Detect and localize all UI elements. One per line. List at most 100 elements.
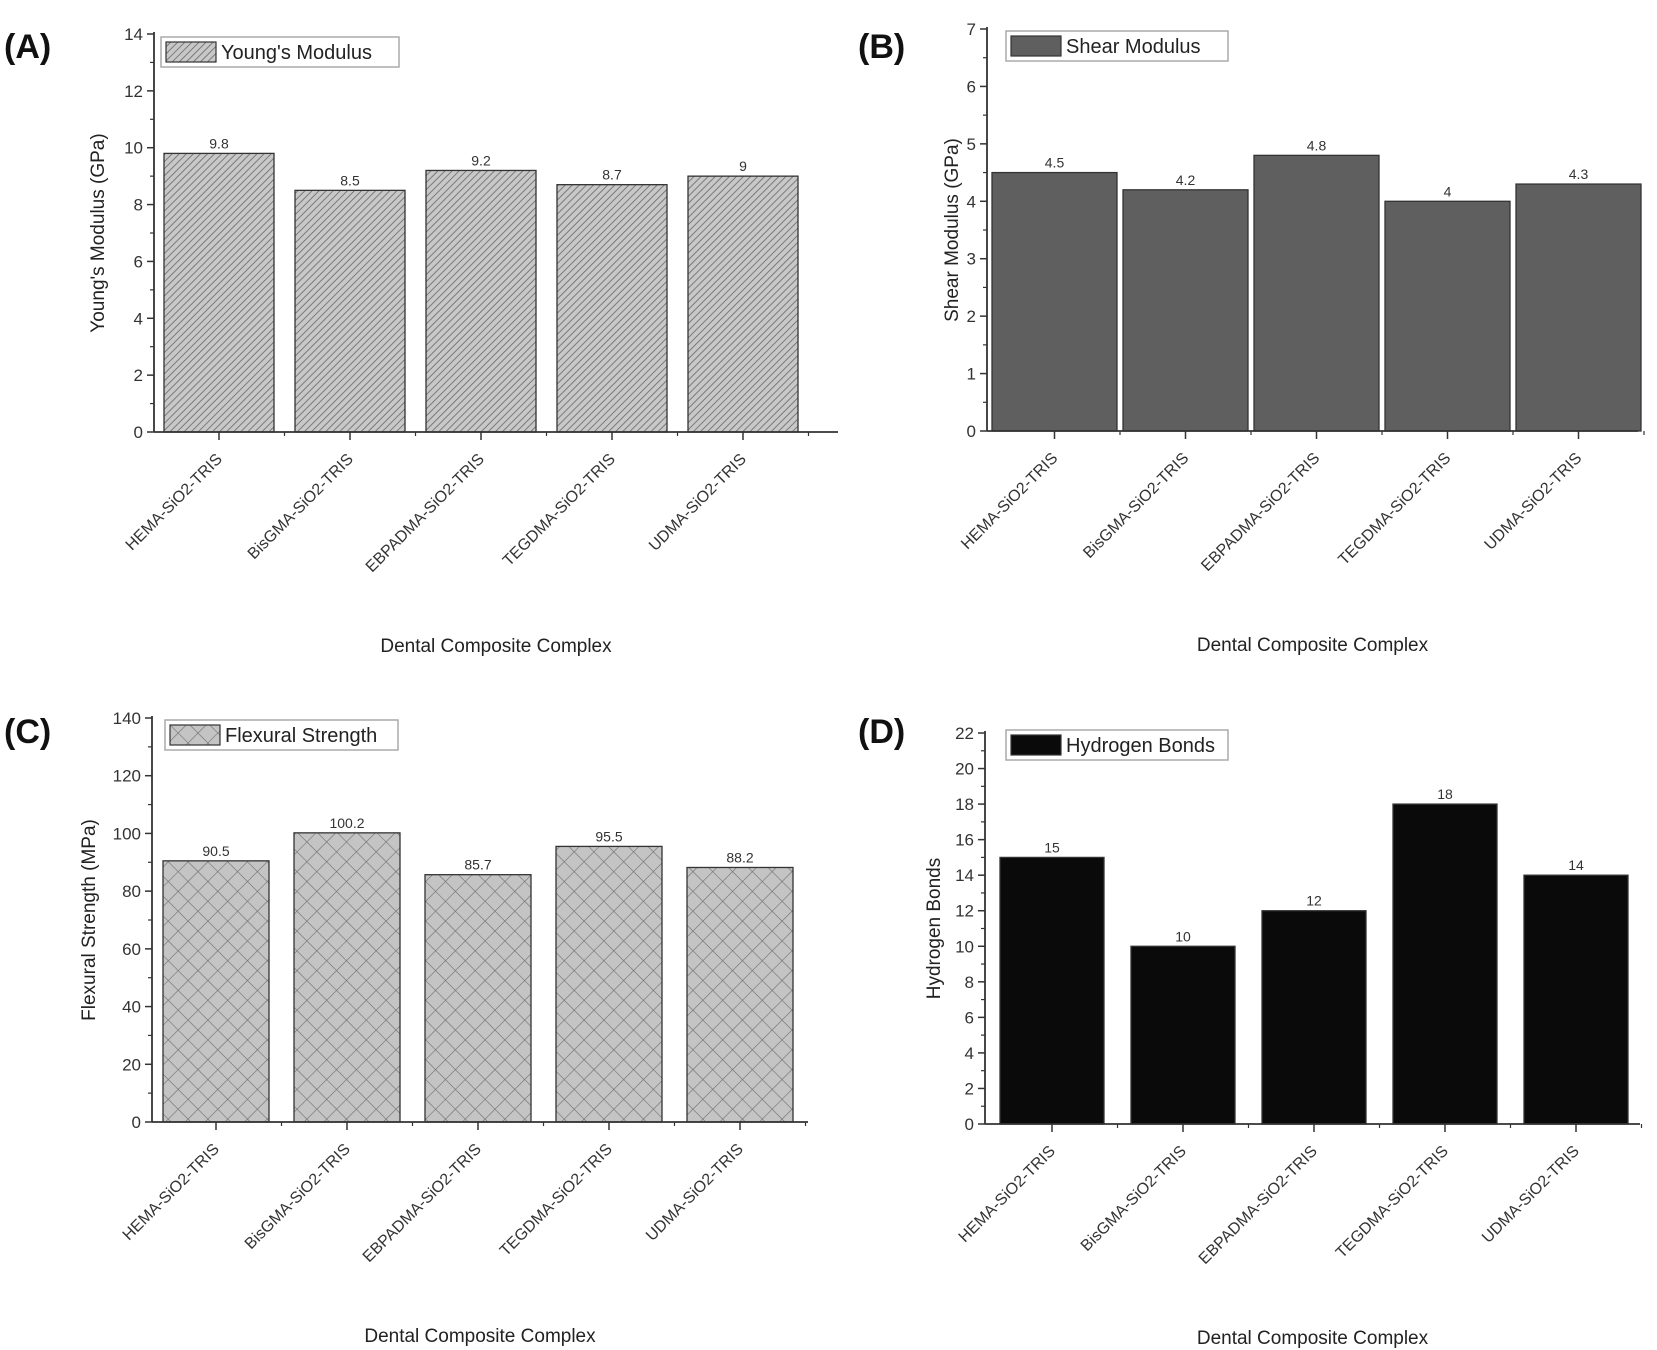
x-tick-label: HEMA-SiO2-TRIS xyxy=(956,1143,1059,1246)
y-tick-label: 8 xyxy=(965,973,974,992)
legend-swatch xyxy=(1010,734,1062,756)
x-tick-label: UDMA-SiO2-TRIS xyxy=(1479,1143,1583,1247)
bar xyxy=(1392,803,1498,1125)
y-tick-label: 80 xyxy=(122,882,141,901)
panel-c: (C) 90.5 HEMA-SiO2-TRIS 100.2 BisGMA-SiO2-TR… xyxy=(4,709,808,1347)
y-tick-label: 3 xyxy=(967,250,976,269)
bar xyxy=(999,856,1105,1125)
y-tick-label: 8 xyxy=(134,196,143,215)
x-tick-label: TEGDMA-SiO2-TRIS xyxy=(1335,450,1454,569)
bar xyxy=(1523,874,1629,1125)
y-tick-label: 120 xyxy=(113,767,141,786)
y-tick-label: 1 xyxy=(967,365,976,384)
x-tick-label: UDMA-SiO2-TRIS xyxy=(646,451,750,555)
bar xyxy=(556,184,668,433)
x-tick-label: UDMA-SiO2-TRIS xyxy=(1482,450,1586,554)
bar xyxy=(162,860,270,1123)
data-label: 9.2 xyxy=(471,152,491,168)
bar xyxy=(163,152,275,433)
data-label: 18 xyxy=(1437,786,1453,802)
data-label: 8.7 xyxy=(602,167,622,183)
legend-swatch xyxy=(165,41,217,63)
y-tick-label: 60 xyxy=(122,940,141,959)
data-label: 95.5 xyxy=(595,828,622,844)
y-tick-label: 16 xyxy=(955,831,974,850)
y-tick-label: 10 xyxy=(955,937,974,956)
y-axis-title: Shear Modulus (GPa) xyxy=(942,138,963,322)
bar xyxy=(686,866,794,1123)
y-tick-label: 2 xyxy=(967,307,976,326)
y-tick-label: 20 xyxy=(955,760,974,779)
x-tick-label: EBPADMA-SiO2-TRIS xyxy=(360,1141,485,1266)
bar xyxy=(1261,910,1367,1125)
y-tick-label: 2 xyxy=(965,1079,974,1098)
data-label: 10 xyxy=(1175,928,1191,944)
y-tick-label: 6 xyxy=(965,1008,974,1027)
y-tick-label: 0 xyxy=(132,1113,141,1132)
legend-label: Shear Modulus xyxy=(1066,36,1201,58)
data-label: 15 xyxy=(1044,839,1060,855)
data-label: 4.8 xyxy=(1307,137,1327,153)
data-label: 14 xyxy=(1568,857,1584,873)
panel-label: (B) xyxy=(858,28,905,66)
x-tick-label: TEGDMA-SiO2-TRIS xyxy=(500,451,619,570)
data-label: 9 xyxy=(739,158,747,174)
x-tick-label: BisGMA-SiO2-TRIS xyxy=(245,451,357,563)
data-label: 4 xyxy=(1444,183,1452,199)
bar xyxy=(293,832,401,1123)
data-label: 9.8 xyxy=(209,135,229,151)
y-tick-label: 40 xyxy=(122,998,141,1017)
x-tick-label: TEGDMA-SiO2-TRIS xyxy=(497,1141,616,1260)
y-tick-label: 2 xyxy=(134,366,143,385)
data-label: 90.5 xyxy=(202,843,229,859)
legend-label: Hydrogen Bonds xyxy=(1066,735,1215,757)
y-tick-label: 6 xyxy=(134,252,143,271)
y-tick-label: 14 xyxy=(955,866,974,885)
y-tick-label: 0 xyxy=(967,422,976,441)
data-label: 88.2 xyxy=(726,849,753,865)
y-axis-title: Flexural Strength (MPa) xyxy=(79,819,100,1021)
bar xyxy=(294,189,406,433)
y-tick-label: 4 xyxy=(967,192,976,211)
panel-d: (D) 15 HEMA-SiO2-TRIS 10 BisGMA-SiO2-TRIS 12 E… xyxy=(858,713,1643,1349)
x-tick-label: EBPADMA-SiO2-TRIS xyxy=(1198,450,1323,575)
y-tick-label: 140 xyxy=(113,709,141,728)
y-tick-label: 5 xyxy=(967,135,976,154)
data-label: 12 xyxy=(1306,893,1322,909)
panel-b: (B) 4.5 HEMA-SiO2-TRIS 4.2 BisGMA-SiO2-TRIS 4… xyxy=(858,20,1645,656)
bar xyxy=(1253,154,1380,432)
x-tick-label: BisGMA-SiO2-TRIS xyxy=(242,1141,354,1253)
y-tick-label: 0 xyxy=(965,1115,974,1134)
bar xyxy=(1130,945,1236,1125)
y-axis-title: Young's Modulus (GPa) xyxy=(88,133,109,332)
x-axis-title: Dental Composite Complex xyxy=(364,1326,596,1347)
legend-swatch xyxy=(169,724,221,746)
y-tick-label: 10 xyxy=(124,139,143,158)
y-tick-label: 12 xyxy=(124,82,143,101)
y-tick-label: 20 xyxy=(122,1055,141,1074)
y-tick-label: 100 xyxy=(113,824,141,843)
bar xyxy=(1515,183,1642,432)
x-tick-label: BisGMA-SiO2-TRIS xyxy=(1078,1143,1190,1255)
x-tick-label: HEMA-SiO2-TRIS xyxy=(123,451,226,554)
y-tick-label: 12 xyxy=(955,902,974,921)
panel-label: (D) xyxy=(858,713,905,751)
y-tick-label: 22 xyxy=(955,724,974,743)
y-tick-label: 7 xyxy=(967,20,976,39)
y-tick-label: 0 xyxy=(134,423,143,442)
panel-a: (A) 9.8 HEMA-SiO2-TRIS 8.5 BisGMA-SiO2-TRIS 9… xyxy=(4,25,838,657)
data-label: 4.5 xyxy=(1045,155,1065,171)
bar xyxy=(425,169,537,433)
x-tick-label: HEMA-SiO2-TRIS xyxy=(958,450,1061,553)
legend-label: Flexural Strength xyxy=(225,725,377,747)
bar xyxy=(1384,200,1511,432)
data-label: 4.2 xyxy=(1176,172,1196,188)
panel-label: (C) xyxy=(4,713,51,751)
legend-swatch xyxy=(1010,35,1062,57)
panel-label: (A) xyxy=(4,28,51,66)
bar xyxy=(991,171,1118,432)
legend-label: Young's Modulus xyxy=(221,42,372,64)
data-label: 100.2 xyxy=(329,815,364,831)
x-axis-title: Dental Composite Complex xyxy=(380,636,612,657)
